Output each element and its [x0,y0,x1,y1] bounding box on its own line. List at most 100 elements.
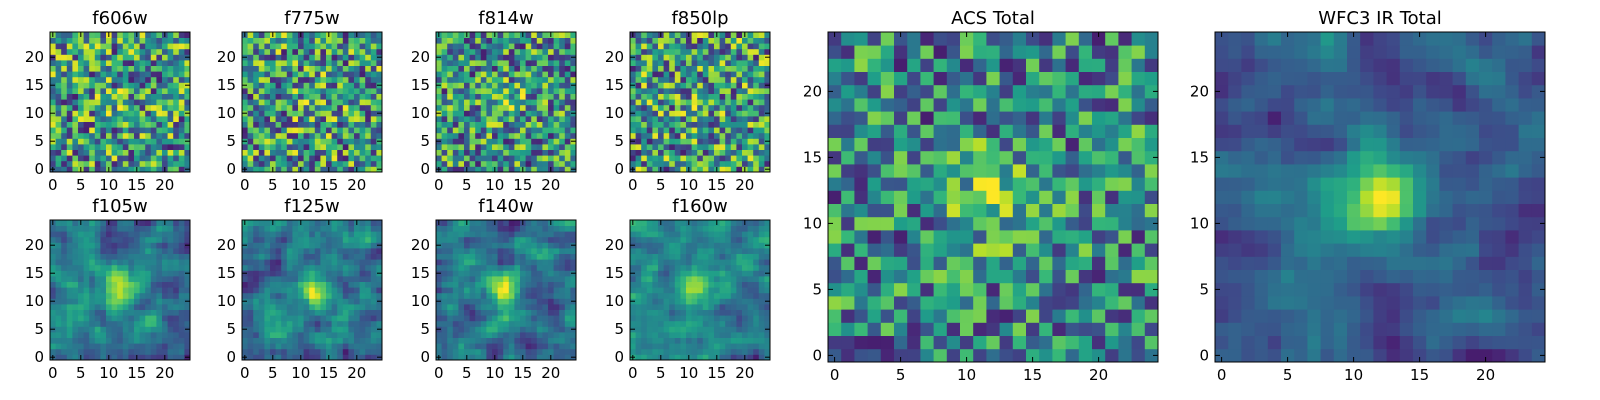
heatmap-cell [178,43,185,50]
heatmap-cell [458,37,465,44]
heatmap-cell [674,304,681,310]
y-tick-label: 20 [411,48,430,66]
heatmap-cell [184,149,191,156]
heatmap-cell [641,276,648,282]
heatmap-cell [452,281,459,288]
heatmap-cell [348,149,355,156]
heatmap-cell [497,343,504,350]
heatmap-cell [270,309,276,316]
heatmap-cell [309,132,316,139]
heatmap-cell [646,309,653,316]
heatmap-cell [106,287,112,294]
heatmap-cell [326,104,332,111]
heatmap-cell [719,116,726,122]
heatmap-cell [376,337,383,344]
heatmap-cell [128,292,135,299]
heatmap-cell [486,65,493,72]
heatmap-cell [162,225,168,232]
heatmap-cell [106,304,112,310]
heatmap-cell [167,155,174,162]
heatmap-cell [298,37,304,44]
heatmap-cell [122,121,129,128]
heatmap-cell [469,65,476,72]
heatmap-cell [469,93,476,100]
heatmap-cell [264,253,271,260]
heatmap-cell [514,127,521,134]
heatmap-cell [162,104,168,111]
heatmap-cell [281,225,288,232]
heatmap-cell [292,253,299,260]
heatmap-cell [452,76,459,83]
heatmap-cell [89,292,96,299]
heatmap-cell [436,225,442,232]
heatmap-cell [492,343,498,350]
heatmap-cell [303,132,310,139]
heatmap-cell [548,155,554,162]
heatmap-cell [725,32,732,38]
heatmap-cell [258,326,265,333]
heatmap-cell [525,242,532,249]
heatmap-cell [630,104,636,111]
heatmap-cell [492,281,498,288]
heatmap-cell [520,88,526,94]
heatmap-cell [370,54,377,61]
heatmap-cell [742,292,748,299]
heatmap-cell [134,127,140,134]
heatmap-cell [78,48,84,55]
heatmap-cell [747,155,754,162]
heatmap-cell [697,43,704,50]
heatmap-cell [258,82,265,89]
heatmap-cell [66,144,73,150]
heatmap-cell [178,236,185,243]
heatmap-cell [89,236,96,243]
heatmap-cell [331,354,338,361]
heatmap-cell [275,37,282,44]
heatmap-cell [326,292,332,299]
heatmap-cell [342,32,349,38]
heatmap-cell [753,65,760,72]
heatmap-cell [708,88,715,94]
heatmap-cell [564,304,571,310]
heatmap-cell [646,287,653,294]
heatmap-cell [475,309,482,316]
heatmap-cell [708,354,715,361]
heatmap-cell [78,315,84,322]
heatmap-cell [531,220,538,226]
heatmap-cell [55,93,62,100]
heatmap-cell [264,292,271,299]
heatmap-cell [725,43,732,50]
heatmap-cell [50,259,56,266]
heatmap-cell [359,138,366,145]
heatmap-cell [83,65,90,72]
heatmap-cell [475,259,482,266]
heatmap-cell [680,43,687,50]
heatmap-cell [117,166,124,173]
heatmap-cell [275,127,282,134]
heatmap-cell [630,332,636,338]
heatmap-cell [100,264,107,271]
heatmap-cell [570,348,577,355]
heatmap-cell [258,287,265,294]
heatmap-cell [635,93,642,100]
heatmap-cell [264,348,271,355]
heatmap-cell [342,37,349,44]
heatmap-cell [348,48,355,55]
heatmap-cell [520,132,526,139]
heatmap-cell [167,259,174,266]
heatmap-cell [314,320,321,327]
heatmap-cell [452,144,459,150]
heatmap-cell [72,32,79,38]
heatmap-cell [150,292,157,299]
heatmap-cell [354,121,360,128]
heatmap-cell [314,121,321,128]
heatmap-cell [564,253,571,260]
heatmap-cell [531,281,538,288]
x-tick-label: 5 [462,176,472,194]
heatmap-cell [309,354,316,361]
heatmap-cell [480,276,487,282]
heatmap-cell [61,270,68,277]
heatmap-cell [492,138,498,145]
heatmap-cell [674,270,681,277]
heatmap-cell [342,65,349,72]
heatmap-cell [441,248,448,254]
